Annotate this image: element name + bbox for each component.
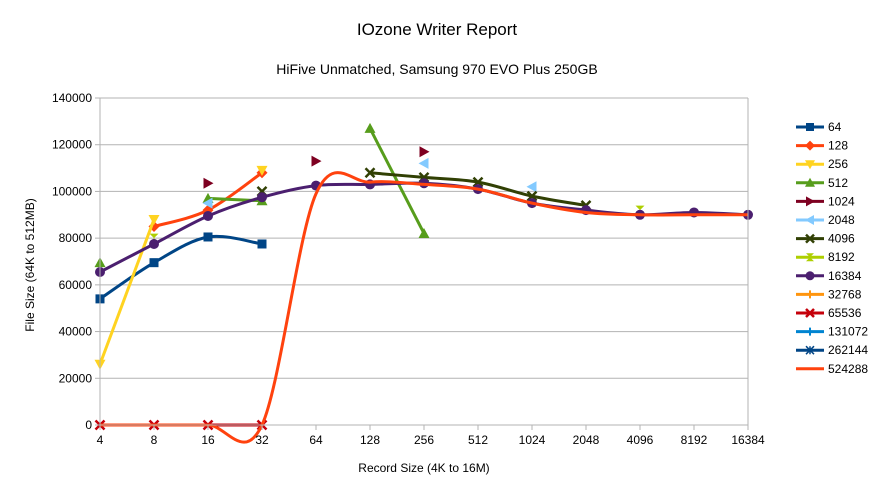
x-tick-label: 512 (468, 433, 488, 447)
legend-label: 1024 (828, 194, 855, 208)
x-tick-label: 4 (97, 433, 104, 447)
legend: 64 128 256 512 1024 2048 4096 8192 16384 32768 655… (796, 120, 868, 376)
y-tick-label: 100000 (52, 184, 92, 198)
x-tick-label: 64 (309, 433, 323, 447)
legend-label: 256 (828, 157, 848, 171)
legend-label: 128 (828, 139, 848, 153)
x-tick-label: 8192 (681, 433, 708, 447)
data-point-16384 (149, 238, 159, 249)
x-tick-label: 32 (255, 433, 269, 447)
legend-item-262144: 262144 (796, 343, 868, 357)
legend-marker (805, 177, 815, 187)
legend-item-4096: 4096 (796, 232, 855, 246)
x-tick-label: 16 (201, 433, 215, 447)
legend-marker (805, 160, 815, 170)
legend-item-64: 64 (796, 120, 842, 134)
x-tick-label: 128 (360, 433, 380, 447)
legend-item-128: 128 (796, 139, 848, 153)
legend-marker (806, 123, 814, 131)
y-axis-label: File Size (64K to 512MB) (23, 198, 37, 331)
legend-item-65536: 65536 (796, 306, 862, 320)
series-1024 (203, 146, 430, 189)
legend-item-2048: 2048 (796, 213, 855, 227)
plot-area (94, 122, 753, 444)
legend-label: 64 (828, 120, 842, 134)
legend-label: 4096 (828, 232, 855, 246)
legend-label: 16384 (828, 269, 862, 283)
data-point-4096 (526, 190, 538, 202)
data-point-2048 (418, 157, 429, 169)
legend-item-256: 256 (796, 157, 848, 171)
legend-label: 512 (828, 176, 848, 190)
data-point-512 (418, 227, 430, 238)
data-point-256 (148, 214, 160, 225)
data-point-16384 (257, 192, 267, 203)
legend-label: 524288 (828, 362, 868, 376)
legend-marker (806, 327, 814, 336)
legend-label: 131072 (828, 325, 868, 339)
legend-item-524288: 524288 (796, 362, 868, 376)
x-tick-label: 16384 (731, 433, 765, 447)
data-point-512 (364, 122, 376, 133)
legend-marker (806, 253, 814, 262)
legend-item-32768: 32768 (796, 287, 862, 301)
legend-marker (806, 290, 814, 299)
series-line-256 (98, 218, 156, 365)
legend-marker (805, 271, 815, 281)
data-point-2048 (526, 181, 537, 193)
data-point-2048 (202, 197, 213, 209)
legend-marker (806, 196, 815, 207)
data-point-64 (149, 258, 159, 268)
legend-item-512: 512 (796, 176, 848, 190)
chart-subtitle: HiFive Unmatched, Samsung 970 EVO Plus 2… (276, 61, 597, 77)
series-line-524288 (99, 171, 748, 444)
legend-marker (805, 308, 815, 318)
x-tick-label: 8 (151, 433, 158, 447)
x-axis-label: Record Size (4K to 16M) (358, 461, 489, 475)
series-4096 (256, 167, 592, 211)
chart-title: IOzone Writer Report (357, 20, 518, 39)
y-tick-label: 60000 (59, 278, 93, 292)
x-tick-label: 256 (414, 433, 434, 447)
series-524288 (99, 171, 748, 444)
legend-item-131072: 131072 (796, 325, 868, 339)
legend-marker (805, 215, 814, 225)
data-point-1024 (203, 177, 214, 189)
y-tick-label: 120000 (52, 138, 92, 152)
data-point-1024 (419, 146, 430, 158)
data-point-64 (257, 239, 267, 249)
data-point-1024 (311, 155, 322, 167)
x-tick-label: 1024 (519, 433, 546, 447)
legend-item-16384: 16384 (796, 269, 862, 283)
data-point-64 (203, 232, 213, 242)
x-tick-label: 4096 (627, 433, 654, 447)
y-tick-label: 140000 (52, 91, 92, 105)
legend-label: 8192 (828, 250, 855, 264)
y-tick-label: 40000 (59, 325, 93, 339)
legend-item-8192: 8192 (796, 250, 855, 264)
axes: 0 20000 40000 60000 80000 100000 120000 140000 4… (52, 91, 765, 447)
legend-label: 2048 (828, 213, 855, 227)
data-point-4096 (472, 176, 484, 188)
legend-label: 65536 (828, 306, 862, 320)
x-tick-label: 2048 (573, 433, 600, 447)
legend-marker (805, 140, 815, 151)
data-point-256 (256, 165, 268, 176)
legend-label: 32768 (828, 287, 862, 301)
series-2048 (202, 157, 537, 209)
series-line-64 (99, 234, 263, 301)
data-point-4096 (364, 167, 376, 179)
y-tick-label: 0 (85, 418, 92, 432)
y-tick-label: 20000 (59, 371, 93, 385)
legend-marker (805, 345, 815, 355)
data-point-16384 (203, 210, 213, 221)
y-tick-label: 80000 (59, 231, 93, 245)
legend-label: 262144 (828, 343, 868, 357)
legend-marker (805, 233, 815, 244)
legend-item-1024: 1024 (796, 194, 855, 208)
